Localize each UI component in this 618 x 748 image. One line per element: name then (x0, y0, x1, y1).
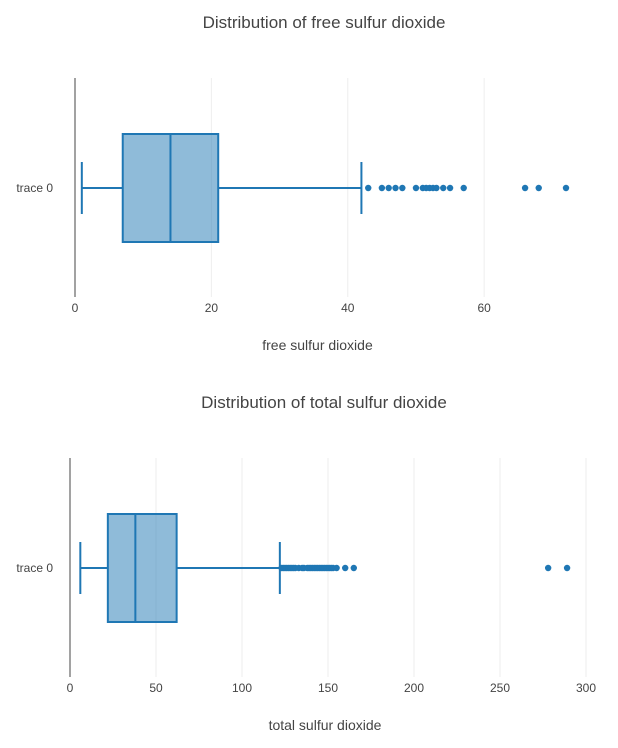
outlier-point (399, 184, 406, 192)
x-tick-label: 300 (576, 681, 596, 695)
chart-2: Distribution of total sulfur dioxide 0 50 1… (16, 393, 596, 733)
y-category-label: trace 0 (16, 561, 53, 575)
outlier-point (446, 184, 454, 192)
outlier-point (544, 564, 552, 572)
x-tick-label: 40 (341, 301, 355, 315)
outlier-point (433, 184, 440, 192)
x-tick-label: 100 (232, 681, 252, 695)
x-tick-label: 250 (490, 681, 510, 695)
x-tick-label: 150 (318, 681, 338, 695)
outlier-point (342, 564, 349, 572)
chart-title: Distribution of free sulfur dioxide (203, 13, 446, 32)
outlier-point (350, 564, 357, 572)
chart-1: Distribution of free sulfur dioxide 0 20 40… (16, 13, 570, 353)
x-tick-label: 200 (404, 681, 424, 695)
x-axis-title: total sulfur dioxide (269, 717, 382, 733)
outlier-point (440, 184, 447, 192)
iqr-box (106, 513, 178, 623)
x-tick-label: 20 (205, 301, 219, 315)
outlier-point (460, 184, 467, 192)
y-category-label: trace 0 (16, 181, 53, 195)
outlier-point (562, 184, 570, 192)
outlier-point (563, 564, 571, 572)
outlier-point (392, 184, 399, 192)
outlier-point (412, 184, 420, 192)
outlier-point (378, 184, 386, 192)
outlier-point (365, 184, 372, 192)
x-tick-label: 50 (149, 681, 163, 695)
x-tick-label: 60 (477, 301, 491, 315)
outlier-point (521, 184, 529, 192)
chart-title: Distribution of total sulfur dioxide (201, 393, 447, 412)
outlier-point (385, 184, 392, 192)
x-tick-label: 0 (72, 301, 79, 315)
outlier-point (333, 564, 340, 572)
x-tick-label: 0 (67, 681, 74, 695)
outlier-point (535, 184, 542, 192)
x-axis-title: free sulfur dioxide (262, 337, 373, 353)
